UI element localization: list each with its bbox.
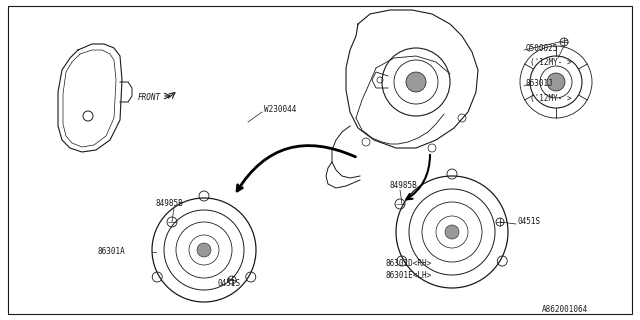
Text: 86301A: 86301A: [98, 247, 125, 257]
Text: FRONT: FRONT: [138, 93, 161, 102]
Circle shape: [197, 243, 211, 257]
Circle shape: [406, 72, 426, 92]
Text: A862001064: A862001064: [542, 306, 588, 315]
Text: W230044: W230044: [264, 106, 296, 115]
Text: 84985B: 84985B: [390, 180, 418, 189]
Text: 86301D<RH>: 86301D<RH>: [386, 260, 432, 268]
Text: ('12MY- >: ('12MY- >: [530, 93, 572, 102]
Circle shape: [445, 225, 459, 239]
Text: 86301E<LH>: 86301E<LH>: [386, 271, 432, 281]
Text: 86301J: 86301J: [526, 79, 554, 89]
Text: 0451S: 0451S: [218, 279, 241, 289]
Text: 84985B: 84985B: [156, 199, 184, 209]
Circle shape: [547, 73, 565, 91]
Text: 0451S: 0451S: [518, 218, 541, 227]
Text: ('12MY- >: ('12MY- >: [530, 58, 572, 67]
Text: Q500025: Q500025: [526, 44, 558, 52]
